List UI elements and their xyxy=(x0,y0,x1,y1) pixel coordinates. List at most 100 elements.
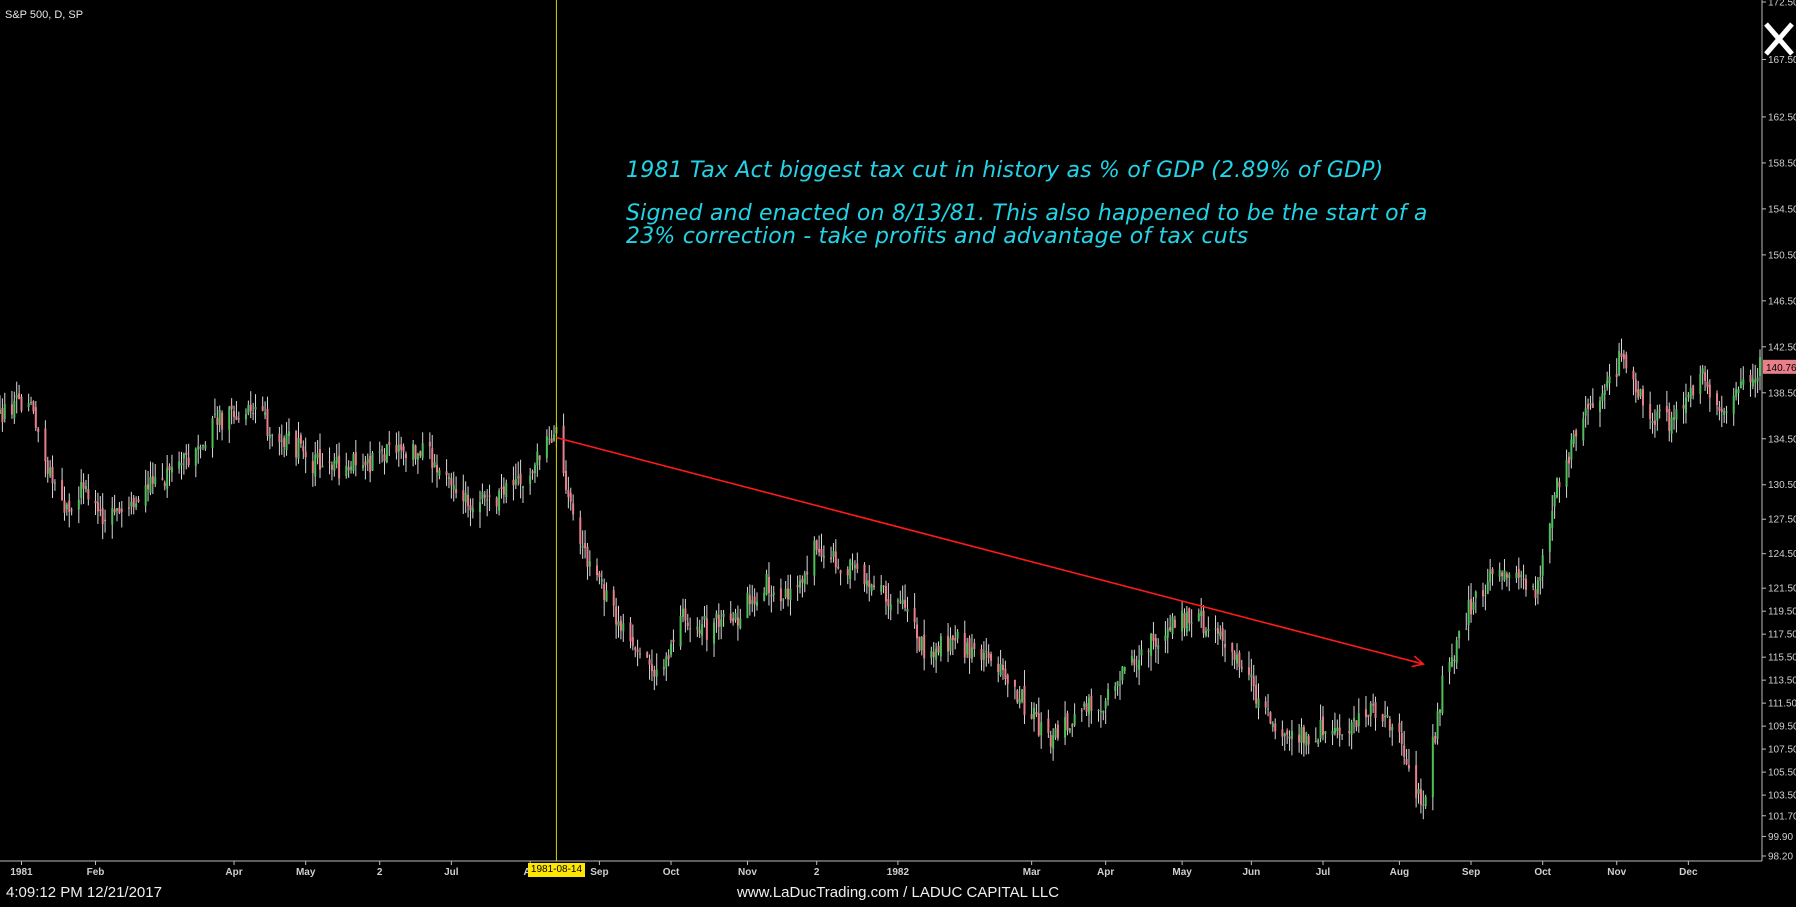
candle-body xyxy=(1097,710,1100,712)
candle-body xyxy=(1221,628,1224,641)
candle xyxy=(1565,449,1568,498)
candle-body xyxy=(330,464,333,470)
candle xyxy=(1164,621,1167,653)
candle-body xyxy=(1524,578,1527,590)
candle xyxy=(1064,701,1067,745)
candle xyxy=(846,566,849,585)
candle-body xyxy=(753,596,756,605)
time-tick-label: 1981 xyxy=(10,867,33,878)
candle xyxy=(1692,384,1695,400)
candle-body xyxy=(1202,610,1205,634)
candle xyxy=(80,469,83,505)
candle xyxy=(1169,614,1172,632)
candle-body xyxy=(147,484,150,490)
candle xyxy=(1219,625,1222,640)
candle-body xyxy=(1441,675,1444,713)
candle xyxy=(662,658,665,676)
candle xyxy=(1656,404,1659,431)
candle xyxy=(947,623,950,663)
candle-body xyxy=(1030,714,1033,719)
candle xyxy=(605,582,608,602)
candle-body xyxy=(488,495,491,497)
candle-body xyxy=(266,408,269,436)
candle xyxy=(1071,723,1074,737)
candle-body xyxy=(605,590,608,602)
candle-body xyxy=(939,636,942,657)
candle xyxy=(1085,696,1088,716)
candle xyxy=(1,398,4,432)
candle xyxy=(999,649,1002,677)
candle xyxy=(1006,673,1009,698)
candle-body xyxy=(383,454,386,462)
candle-body xyxy=(715,613,718,619)
candle xyxy=(1548,522,1551,564)
candle xyxy=(968,635,971,674)
candle xyxy=(1701,364,1704,385)
candle xyxy=(562,413,565,477)
candle-body xyxy=(271,434,274,436)
candle xyxy=(1150,632,1153,671)
candle xyxy=(333,453,336,477)
candle xyxy=(1582,411,1585,446)
candle xyxy=(1522,564,1525,590)
candle xyxy=(748,584,751,616)
candle xyxy=(553,425,556,442)
candle xyxy=(1353,706,1356,734)
candle-body xyxy=(347,466,350,471)
candle-body xyxy=(450,477,453,486)
candle xyxy=(404,451,407,473)
candle xyxy=(1625,351,1628,374)
candle xyxy=(665,652,668,681)
candle xyxy=(880,575,883,595)
candle-body xyxy=(87,489,90,500)
candle xyxy=(1439,709,1441,727)
price-tick-label: 127.50 xyxy=(1768,515,1796,526)
candle-body xyxy=(1023,685,1026,715)
candle-body xyxy=(65,504,68,510)
close-icon[interactable] xyxy=(1763,18,1795,58)
candle-body xyxy=(1458,631,1461,639)
candle-body xyxy=(404,454,407,458)
candle-body xyxy=(154,477,157,485)
candle-body xyxy=(1350,722,1353,735)
candle xyxy=(531,469,534,480)
candle xyxy=(1606,371,1609,391)
candle xyxy=(1066,710,1069,736)
candle-body xyxy=(1314,740,1317,742)
candle-body xyxy=(1407,765,1410,769)
candle xyxy=(822,545,825,569)
candle-body xyxy=(481,492,484,500)
candle xyxy=(584,530,587,559)
candle xyxy=(1684,383,1687,424)
candle xyxy=(1453,655,1456,674)
candle-body xyxy=(947,635,950,652)
candle xyxy=(1281,720,1284,746)
candle-body xyxy=(997,663,1000,673)
candle-body xyxy=(622,623,625,632)
candle xyxy=(1689,375,1692,408)
candle-body xyxy=(679,616,682,647)
candle-body xyxy=(536,451,539,466)
candle-body xyxy=(1224,643,1227,648)
candle xyxy=(261,396,264,412)
candle-body xyxy=(1465,628,1468,630)
candle xyxy=(670,639,673,658)
candle-body xyxy=(96,502,99,512)
price-tick-label: 162.50 xyxy=(1768,112,1796,123)
candle-body xyxy=(1532,586,1535,588)
candle xyxy=(1037,697,1040,737)
candle xyxy=(1756,367,1759,394)
candle-body xyxy=(285,433,288,451)
candle xyxy=(1018,686,1021,709)
candle xyxy=(1336,719,1339,739)
candle-body xyxy=(287,431,290,437)
candle xyxy=(739,608,742,630)
candle xyxy=(68,493,71,528)
candle xyxy=(987,644,990,664)
candle xyxy=(170,454,173,482)
candle xyxy=(1491,567,1494,586)
candle xyxy=(1054,723,1057,740)
candle-body xyxy=(371,453,374,471)
candle-body xyxy=(132,497,135,508)
